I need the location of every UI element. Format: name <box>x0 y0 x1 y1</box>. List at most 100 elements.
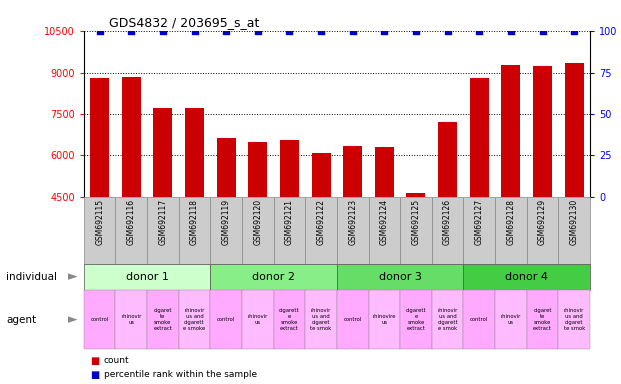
Point <box>94 28 104 35</box>
Bar <box>116 290 147 349</box>
Bar <box>495 290 527 349</box>
Bar <box>242 290 274 349</box>
Bar <box>312 153 330 320</box>
Bar <box>400 197 432 264</box>
Bar <box>558 290 590 349</box>
Text: GSM692119: GSM692119 <box>222 199 230 245</box>
Text: percentile rank within the sample: percentile rank within the sample <box>104 370 257 379</box>
Bar <box>179 290 211 349</box>
Point <box>158 28 168 35</box>
Point <box>253 28 263 35</box>
Point <box>284 28 294 35</box>
Bar <box>147 290 179 349</box>
Text: rhinovir
us: rhinovir us <box>121 314 142 325</box>
Point <box>379 28 389 35</box>
Bar <box>306 197 337 264</box>
Text: donor 4: donor 4 <box>505 272 548 282</box>
Text: donor 2: donor 2 <box>252 272 295 282</box>
Bar <box>368 290 400 349</box>
Point <box>126 28 136 35</box>
Bar <box>248 142 267 320</box>
Bar <box>274 290 306 349</box>
Bar <box>343 146 362 320</box>
Text: rhinovir
us and
cigaret
te smok: rhinovir us and cigaret te smok <box>563 308 585 331</box>
Bar <box>564 63 584 320</box>
Text: rhinovir
us: rhinovir us <box>501 314 521 325</box>
Bar <box>217 138 235 320</box>
Text: GSM692124: GSM692124 <box>380 199 389 245</box>
Text: GSM692128: GSM692128 <box>506 199 515 245</box>
Bar <box>533 66 552 320</box>
Text: control: control <box>470 317 488 322</box>
Text: GSM692121: GSM692121 <box>285 199 294 245</box>
Text: individual: individual <box>6 272 57 282</box>
Bar <box>211 264 337 290</box>
Text: GSM692118: GSM692118 <box>190 199 199 245</box>
Text: ►: ► <box>68 313 78 326</box>
Bar <box>306 290 337 349</box>
Text: count: count <box>104 356 129 366</box>
Bar <box>432 197 463 264</box>
Text: donor 1: donor 1 <box>125 272 168 282</box>
Text: GSM692126: GSM692126 <box>443 199 452 245</box>
Bar <box>463 290 495 349</box>
Point <box>506 28 516 35</box>
Text: GDS4832 / 203695_s_at: GDS4832 / 203695_s_at <box>109 16 260 29</box>
Point <box>443 28 453 35</box>
Bar <box>147 197 179 264</box>
Bar <box>274 197 306 264</box>
Text: ■: ■ <box>90 356 99 366</box>
Bar <box>153 108 173 320</box>
Bar <box>438 122 457 320</box>
Bar <box>337 264 463 290</box>
Text: rhinovir
us and
cigaret
te smok: rhinovir us and cigaret te smok <box>310 308 332 331</box>
Text: cigarett
e
smoke
extract: cigarett e smoke extract <box>279 308 300 331</box>
Text: ►: ► <box>68 270 78 283</box>
Text: agent: agent <box>6 314 37 325</box>
Bar <box>337 290 368 349</box>
Bar <box>375 147 394 320</box>
Text: GSM692129: GSM692129 <box>538 199 547 245</box>
Point <box>569 28 579 35</box>
Bar <box>280 140 299 320</box>
Text: cigaret
te
smoke
extract: cigaret te smoke extract <box>533 308 552 331</box>
Bar <box>495 197 527 264</box>
Point <box>411 28 421 35</box>
Text: rhinovir
us and
cigarett
e smok: rhinovir us and cigarett e smok <box>437 308 458 331</box>
Text: control: control <box>91 317 109 322</box>
Text: GSM692122: GSM692122 <box>317 199 325 245</box>
Bar <box>90 78 109 320</box>
Text: GSM692115: GSM692115 <box>95 199 104 245</box>
Text: GSM692127: GSM692127 <box>474 199 484 245</box>
Text: control: control <box>217 317 235 322</box>
Text: rhinovire
us: rhinovire us <box>373 314 396 325</box>
Bar <box>84 290 116 349</box>
Bar <box>368 197 400 264</box>
Bar <box>211 197 242 264</box>
Text: GSM692116: GSM692116 <box>127 199 136 245</box>
Text: rhinovir
us and
cigarett
e smoke: rhinovir us and cigarett e smoke <box>183 308 206 331</box>
Bar <box>527 290 558 349</box>
Bar <box>469 78 489 320</box>
Bar <box>407 193 425 320</box>
Bar <box>242 197 274 264</box>
Bar <box>185 108 204 320</box>
Point <box>189 28 199 35</box>
Bar <box>84 197 116 264</box>
Bar <box>400 290 432 349</box>
Bar <box>179 197 211 264</box>
Text: GSM692120: GSM692120 <box>253 199 262 245</box>
Text: rhinovir
us: rhinovir us <box>248 314 268 325</box>
Bar <box>211 290 242 349</box>
Text: donor 3: donor 3 <box>379 272 422 282</box>
Point <box>316 28 326 35</box>
Text: ■: ■ <box>90 370 99 380</box>
Bar <box>84 264 211 290</box>
Text: GSM692130: GSM692130 <box>569 199 579 245</box>
Text: GSM692123: GSM692123 <box>348 199 357 245</box>
Point <box>348 28 358 35</box>
Point <box>474 28 484 35</box>
Point <box>538 28 548 35</box>
Bar <box>463 264 590 290</box>
Text: cigarett
e
smoke
extract: cigarett e smoke extract <box>406 308 426 331</box>
